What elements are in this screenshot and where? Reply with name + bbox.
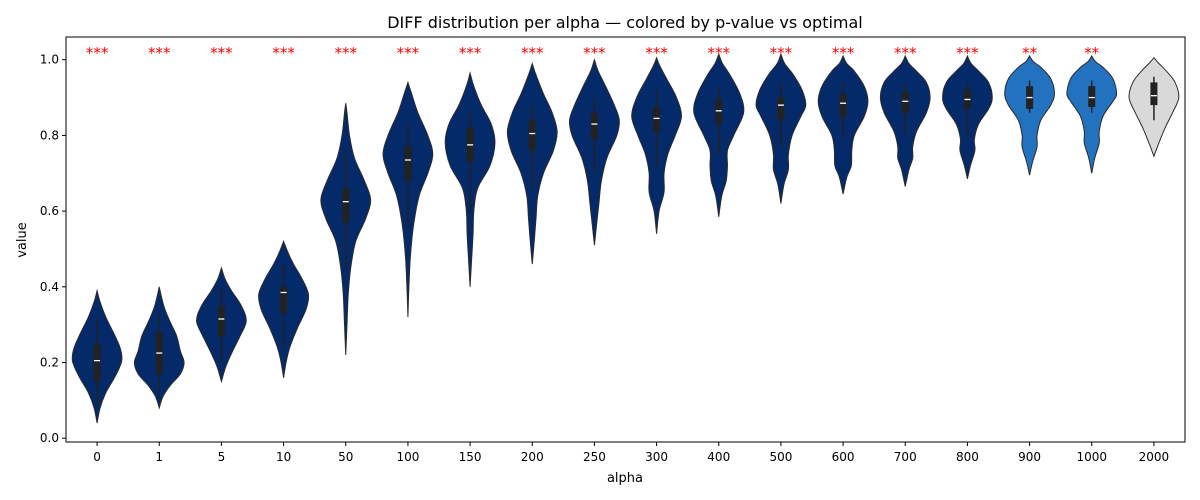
x-axis: 0 1 5 10 50 100 150 200 250 300 400 500 600 700 800 900… (93, 442, 1169, 464)
violin-250 (568, 58, 620, 246)
y-tick-label: 1.0 (40, 53, 59, 67)
significance-label: *** (583, 44, 606, 62)
violin-500 (755, 52, 807, 204)
violin-300 (631, 56, 682, 234)
violin-0 (71, 288, 123, 424)
violin-5 (196, 266, 247, 384)
iqr-box (217, 305, 225, 337)
x-axis-label: alpha (607, 471, 643, 486)
violin-700 (879, 54, 931, 187)
violin-400 (693, 52, 745, 217)
x-tick-label: 5 (218, 450, 226, 464)
x-tick-label: 200 (521, 450, 544, 464)
iqr-box (839, 93, 847, 117)
significance-label: *** (210, 44, 233, 62)
significance-label: *** (708, 44, 731, 62)
iqr-box (1088, 86, 1096, 108)
violin-900 (1004, 55, 1055, 176)
x-tick-label: 0 (93, 450, 101, 464)
significance-label: *** (770, 44, 793, 62)
y-tick-label: 0.6 (40, 204, 59, 218)
iqr-box (590, 112, 598, 140)
iqr-box (901, 91, 909, 113)
violin-50 (320, 103, 372, 355)
iqr-box (404, 146, 412, 181)
x-tick-label: 400 (707, 450, 730, 464)
significance-label: *** (956, 44, 979, 62)
x-tick-label: 500 (769, 450, 792, 464)
chart-title: DIFF distribution per alpha — colored by… (387, 13, 863, 32)
iqr-box (528, 120, 536, 151)
x-tick-label: 150 (459, 450, 482, 464)
iqr-box (280, 286, 288, 314)
significance-label: *** (86, 44, 109, 62)
x-tick-label: 700 (894, 450, 917, 464)
y-tick-label: 0.0 (40, 431, 59, 445)
y-tick-label: 0.2 (40, 356, 59, 370)
x-tick-label: 2000 (1139, 450, 1170, 464)
x-tick-label: 1000 (1076, 450, 1107, 464)
violin-10 (258, 240, 310, 378)
iqr-box (777, 97, 785, 121)
significance-label: *** (148, 44, 171, 62)
x-tick-label: 600 (832, 450, 855, 464)
significance-label: *** (459, 44, 482, 62)
y-tick-label: 0.4 (40, 280, 59, 294)
violin-800 (942, 54, 993, 180)
violin-1 (133, 286, 185, 410)
iqr-box (715, 99, 723, 125)
significance-label: *** (894, 44, 917, 62)
significance-label: *** (335, 44, 358, 62)
y-axis-label: value (15, 222, 30, 258)
x-tick-label: 1 (155, 450, 163, 464)
x-tick-label: 50 (338, 450, 353, 464)
x-tick-label: 800 (956, 450, 979, 464)
iqr-box (342, 188, 350, 223)
y-axis: 0.0 0.2 0.4 0.6 0.8 1.0 (40, 53, 66, 445)
iqr-box (93, 343, 101, 382)
violin-body (1066, 55, 1118, 174)
significance-label: *** (521, 44, 544, 62)
x-tick-label: 100 (396, 450, 419, 464)
significance-label: *** (397, 44, 420, 62)
significance-label: *** (645, 44, 668, 62)
significance-label: *** (272, 44, 295, 62)
violin-body (1004, 55, 1055, 176)
significance-label: ** (1084, 44, 1100, 62)
violin-1000 (1066, 55, 1118, 174)
violin-150 (444, 71, 496, 287)
significance-label: ** (1022, 44, 1038, 62)
violin-600 (817, 54, 869, 195)
violin-2000 (1128, 57, 1180, 158)
x-tick-label: 900 (1018, 450, 1041, 464)
x-tick-label: 10 (276, 450, 291, 464)
axes-frame (65, 36, 1186, 443)
violin-200 (506, 61, 558, 265)
plot-area: *** *** *** *** *** *** *** *** *** *** *** *** *** *… (71, 44, 1180, 424)
iqr-box (653, 107, 661, 132)
significance-label: *** (832, 44, 855, 62)
y-tick-label: 0.8 (40, 128, 59, 142)
x-tick-label: 250 (583, 450, 606, 464)
x-tick-label: 300 (645, 450, 668, 464)
iqr-box (1150, 82, 1158, 106)
violin-100 (382, 80, 434, 318)
